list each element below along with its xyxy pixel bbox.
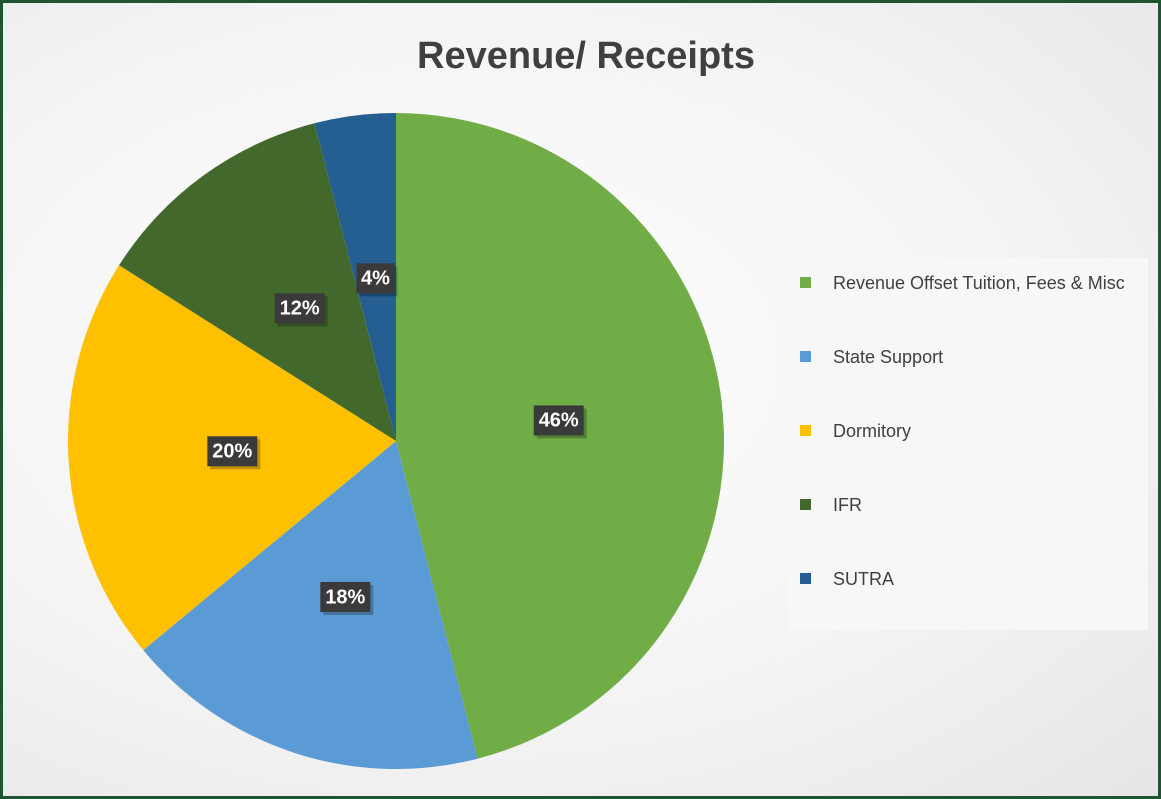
chart-title: Revenue/ Receipts <box>417 35 755 77</box>
data-label-box <box>320 581 371 612</box>
legend-item: State Support <box>800 344 1140 370</box>
data-label-box <box>274 293 325 324</box>
legend-swatch <box>800 425 811 436</box>
pie-slice <box>396 113 724 759</box>
legend-item: Revenue Offset Tuition, Fees & Misc <box>800 270 1140 296</box>
legend-item: Dormitory <box>800 418 1140 444</box>
legend-swatch <box>800 351 811 362</box>
legend-label: Dormitory <box>833 421 912 441</box>
data-label-box <box>356 263 395 294</box>
chart-svg: Revenue/ Receipts 46% 18% 20% 12% 4% <box>67 35 755 769</box>
legend-label: IFR <box>833 495 862 515</box>
data-label: 12% <box>280 298 320 320</box>
data-label-box <box>207 436 258 467</box>
pie-slice <box>143 441 478 769</box>
data-label-box <box>533 405 584 436</box>
legend-swatch <box>800 573 811 584</box>
legend-label: Revenue Offset Tuition, Fees & Misc <box>833 273 1125 293</box>
data-label: 20% <box>212 441 252 463</box>
pie-slice <box>314 113 396 441</box>
legend-swatch <box>800 277 811 288</box>
pie-slice <box>119 123 397 442</box>
legend: Revenue Offset Tuition, Fees & Misc State… <box>788 258 1148 630</box>
data-label: 46% <box>539 410 579 432</box>
legend-item: SUTRA <box>800 566 1140 592</box>
legend-label: State Support <box>833 347 944 367</box>
data-label: 4% <box>361 268 390 290</box>
legend-swatch <box>800 499 811 510</box>
legend-label: SUTRA <box>833 569 895 589</box>
data-label: 18% <box>325 586 365 608</box>
legend-item: IFR <box>800 492 1140 518</box>
